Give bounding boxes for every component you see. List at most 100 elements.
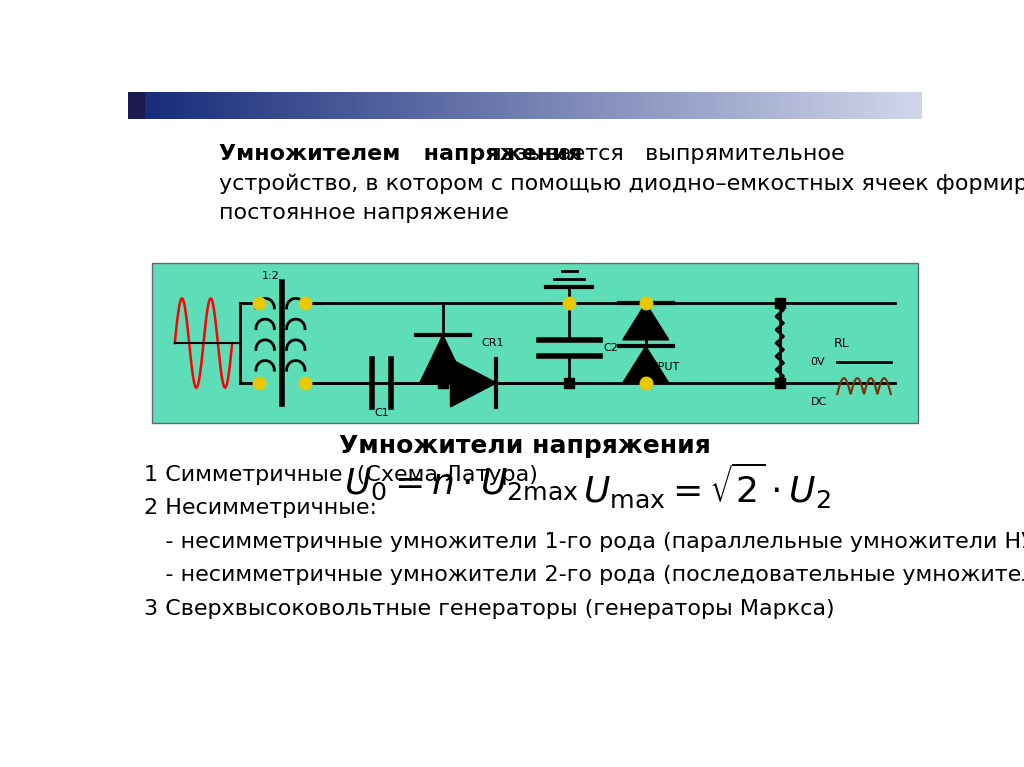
Bar [676,92,678,119]
Text: - несимметричные умножители 2-го рода (последовательные умножители  НУН-2): - несимметричные умножители 2-го рода (п… [143,565,1024,585]
Bar [686,92,689,119]
Bar [305,92,308,119]
Bar [823,92,826,119]
Bar [504,92,506,119]
Bar [845,92,848,119]
Bar [372,92,374,119]
Bar [414,92,417,119]
Bar [721,92,723,119]
Bar [877,92,880,119]
Bar [636,92,639,119]
Bar [734,92,736,119]
Bar [771,92,773,119]
Polygon shape [623,303,669,340]
Bar [562,92,564,119]
Bar [546,92,549,119]
Bar [665,92,668,119]
Bar [800,92,803,119]
Bar [541,92,544,119]
Bar [390,92,392,119]
Bar [885,92,887,119]
Bar [449,92,451,119]
Bar [268,92,270,119]
Bar [649,92,651,119]
Bar [131,92,133,119]
Bar [424,92,427,119]
Bar [583,92,586,119]
Bar [612,92,614,119]
Bar [273,92,276,119]
Bar [882,92,885,119]
Bar [467,92,469,119]
Bar [284,92,287,119]
Bar [919,92,922,119]
Bar [790,92,792,119]
Bar [736,92,739,119]
Text: DC: DC [810,397,826,407]
Bar [646,92,649,119]
Bar [260,92,263,119]
Bar [778,92,781,119]
Bar [392,92,395,119]
Bar [726,92,728,119]
Bar [329,92,332,119]
Text: постоянное напряжение: постоянное напряжение [219,203,509,223]
Text: Умножители напряжения: Умножители напряжения [339,434,711,459]
Bar [835,92,837,119]
Bar [191,92,195,119]
Bar [795,92,798,119]
Bar [784,92,786,119]
Bar [554,92,557,119]
Bar [146,92,150,119]
Bar [641,92,644,119]
Bar [911,92,913,119]
Bar [739,92,741,119]
Bar [614,92,617,119]
Bar [916,92,919,119]
Bar [699,92,702,119]
Bar [591,92,594,119]
Bar [240,92,242,119]
Bar [437,92,440,119]
Bar [863,92,866,119]
Bar [900,92,903,119]
Bar [514,92,517,119]
Bar [522,92,525,119]
Bar [173,92,176,119]
Bar [766,92,768,119]
Bar [527,92,530,119]
Bar [369,92,372,119]
Bar [367,92,369,119]
Bar [644,92,646,119]
Bar [710,92,713,119]
Bar [133,92,136,119]
Bar [276,92,279,119]
Bar [160,92,163,119]
Bar [557,92,559,119]
Bar [237,92,239,119]
Bar [755,92,758,119]
Bar [702,92,705,119]
Bar [748,92,750,119]
Bar [798,92,800,119]
Bar [353,92,355,119]
Bar [858,92,861,119]
Bar [659,92,663,119]
Bar [741,92,744,119]
Bar [136,92,138,119]
Bar [663,92,665,119]
Text: 1:2: 1:2 [262,271,280,281]
Bar [445,92,449,119]
Bar [609,92,612,119]
Bar [337,92,340,119]
Bar [532,92,536,119]
Bar [427,92,430,119]
Bar [358,92,360,119]
Bar [200,92,202,119]
Bar [377,92,379,119]
Polygon shape [623,346,669,383]
Bar [432,92,435,119]
Bar [183,92,186,119]
Bar [242,92,245,119]
Bar [197,92,200,119]
